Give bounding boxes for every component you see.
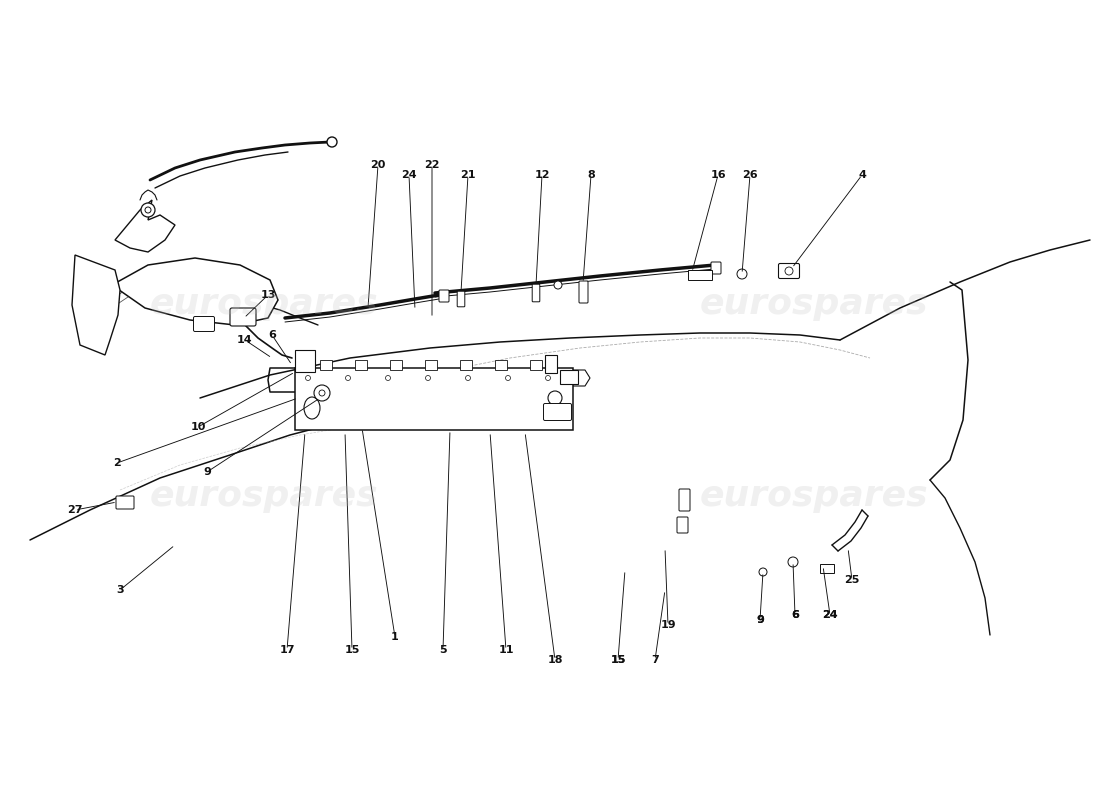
Circle shape bbox=[141, 203, 155, 217]
Text: 24: 24 bbox=[402, 170, 417, 180]
Text: 26: 26 bbox=[742, 170, 758, 180]
Text: 15: 15 bbox=[610, 655, 626, 665]
Text: 1: 1 bbox=[392, 632, 399, 642]
Text: 7: 7 bbox=[651, 655, 659, 665]
FancyBboxPatch shape bbox=[711, 262, 720, 274]
Circle shape bbox=[319, 390, 324, 396]
FancyBboxPatch shape bbox=[579, 281, 588, 303]
FancyBboxPatch shape bbox=[495, 360, 507, 370]
Polygon shape bbox=[72, 255, 120, 355]
Text: 9: 9 bbox=[756, 615, 763, 625]
Text: 9: 9 bbox=[204, 467, 211, 477]
Text: 5: 5 bbox=[439, 645, 447, 655]
Text: 19: 19 bbox=[660, 620, 675, 630]
FancyBboxPatch shape bbox=[560, 370, 578, 384]
FancyBboxPatch shape bbox=[425, 360, 437, 370]
FancyBboxPatch shape bbox=[116, 496, 134, 509]
Polygon shape bbox=[112, 258, 278, 325]
FancyBboxPatch shape bbox=[458, 291, 465, 306]
Circle shape bbox=[554, 281, 562, 289]
FancyBboxPatch shape bbox=[439, 290, 449, 302]
Text: 6: 6 bbox=[791, 610, 799, 620]
Text: 24: 24 bbox=[822, 610, 838, 620]
Text: 6: 6 bbox=[791, 610, 799, 620]
FancyBboxPatch shape bbox=[390, 360, 402, 370]
Ellipse shape bbox=[304, 397, 320, 419]
Text: 16: 16 bbox=[711, 170, 726, 180]
Text: 2: 2 bbox=[113, 458, 121, 468]
Circle shape bbox=[737, 269, 747, 279]
FancyBboxPatch shape bbox=[355, 360, 367, 370]
FancyBboxPatch shape bbox=[543, 403, 572, 421]
Circle shape bbox=[306, 375, 310, 381]
Circle shape bbox=[314, 385, 330, 401]
Text: eurospares: eurospares bbox=[150, 287, 378, 321]
FancyBboxPatch shape bbox=[194, 317, 214, 331]
Text: 15: 15 bbox=[610, 655, 626, 665]
Circle shape bbox=[465, 375, 471, 381]
Text: 15: 15 bbox=[344, 645, 360, 655]
Circle shape bbox=[385, 375, 390, 381]
Text: 21: 21 bbox=[460, 170, 475, 180]
Circle shape bbox=[145, 207, 151, 213]
Text: 12: 12 bbox=[535, 170, 550, 180]
FancyBboxPatch shape bbox=[544, 355, 557, 373]
FancyBboxPatch shape bbox=[295, 350, 315, 372]
Text: 8: 8 bbox=[587, 170, 595, 180]
Circle shape bbox=[548, 391, 562, 405]
Text: 11: 11 bbox=[498, 645, 514, 655]
Circle shape bbox=[785, 267, 793, 275]
Text: 9: 9 bbox=[756, 615, 763, 625]
Circle shape bbox=[345, 375, 351, 381]
Text: 17: 17 bbox=[279, 645, 295, 655]
Text: 18: 18 bbox=[548, 655, 563, 665]
FancyBboxPatch shape bbox=[820, 564, 834, 573]
FancyBboxPatch shape bbox=[320, 360, 332, 370]
FancyBboxPatch shape bbox=[530, 360, 542, 370]
Text: eurospares: eurospares bbox=[700, 287, 928, 321]
FancyBboxPatch shape bbox=[679, 489, 690, 511]
Circle shape bbox=[506, 375, 510, 381]
FancyBboxPatch shape bbox=[532, 284, 540, 302]
Circle shape bbox=[546, 375, 550, 381]
FancyBboxPatch shape bbox=[460, 360, 472, 370]
Text: 25: 25 bbox=[845, 575, 860, 585]
Text: 20: 20 bbox=[371, 160, 386, 170]
Text: eurospares: eurospares bbox=[150, 479, 378, 513]
Text: 22: 22 bbox=[425, 160, 440, 170]
Text: 10: 10 bbox=[190, 422, 206, 432]
FancyBboxPatch shape bbox=[295, 368, 573, 430]
Text: 6: 6 bbox=[268, 330, 276, 340]
Text: 3: 3 bbox=[117, 585, 124, 595]
Circle shape bbox=[426, 375, 430, 381]
Text: 14: 14 bbox=[238, 335, 253, 345]
Text: 4: 4 bbox=[858, 170, 866, 180]
Text: 13: 13 bbox=[261, 290, 276, 300]
FancyBboxPatch shape bbox=[779, 263, 800, 278]
Text: 24: 24 bbox=[822, 610, 838, 620]
Text: 27: 27 bbox=[67, 505, 82, 515]
Circle shape bbox=[759, 568, 767, 576]
Polygon shape bbox=[116, 200, 175, 252]
Circle shape bbox=[327, 137, 337, 147]
Text: eurospares: eurospares bbox=[700, 479, 928, 513]
Circle shape bbox=[788, 557, 798, 567]
FancyBboxPatch shape bbox=[230, 308, 256, 326]
FancyBboxPatch shape bbox=[676, 517, 688, 533]
FancyBboxPatch shape bbox=[688, 270, 712, 280]
